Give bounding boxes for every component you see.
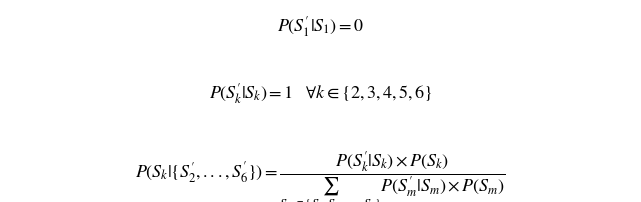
Text: $P(S_k^\prime|S_k) = 1 \quad \forall k \in \{2,3,4,5,6\}$: $P(S_k^\prime|S_k) = 1 \quad \forall k \…	[209, 81, 432, 106]
Text: $P(S_k|\{S_2^\prime,...,S_6^\prime\}) = \dfrac{P(S_k^\prime|S_k) \times P(S_k)}{: $P(S_k|\{S_2^\prime,...,S_6^\prime\}) = …	[135, 149, 506, 202]
Text: $P(S_1^\prime|S_1) = 0$: $P(S_1^\prime|S_1) = 0$	[277, 14, 364, 39]
